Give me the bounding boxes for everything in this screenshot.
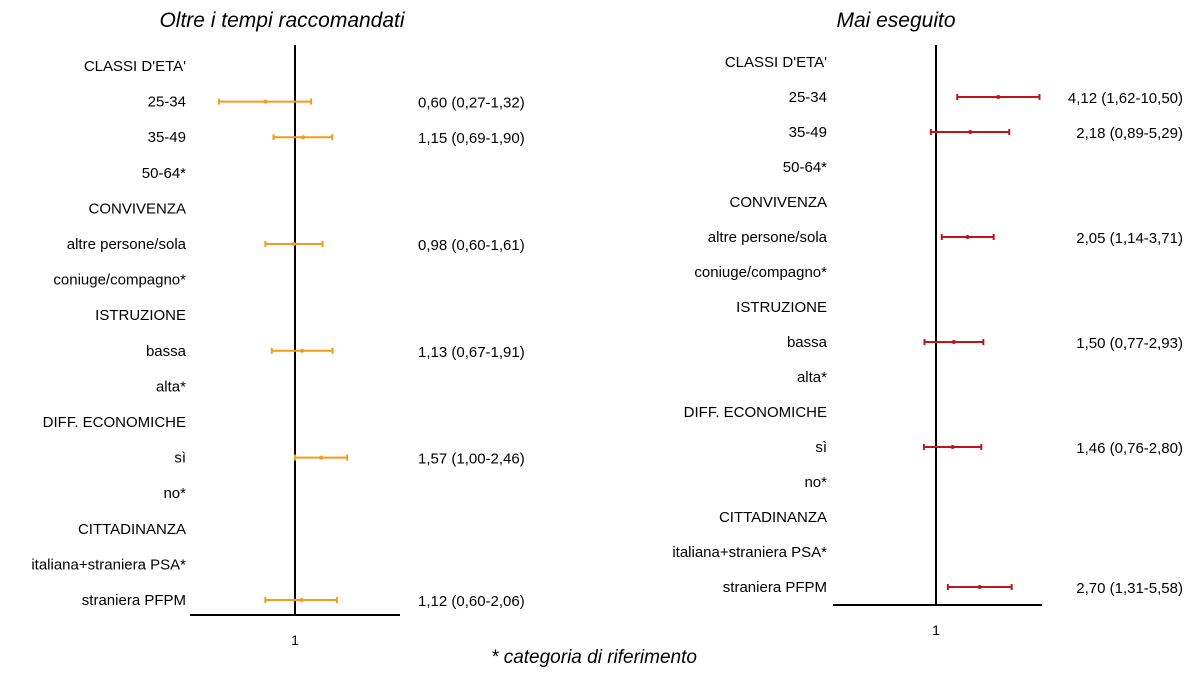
- point-estimate: [291, 242, 296, 246]
- panel-right: Mai eseguito 1 CLASSI D'ETA' 25-34 4,12 (1,6…: [672, 9, 1183, 638]
- point-estimate: [965, 235, 970, 239]
- group-header: ISTRUZIONE: [95, 307, 186, 324]
- group-header: CLASSI D'ETA': [725, 54, 827, 71]
- group-header: CITTADINANZA: [719, 509, 827, 526]
- point-estimate: [950, 445, 955, 449]
- group-header: CITTADINANZA: [78, 521, 186, 538]
- group-header: CONVIVENZA: [729, 194, 827, 211]
- row-label: 25-34: [789, 89, 827, 106]
- row-label: sì: [174, 450, 186, 467]
- row-label: 35-49: [148, 129, 186, 146]
- estimate-value: 1,12 (0,60-2,06): [418, 593, 525, 610]
- point-estimate: [301, 135, 306, 140]
- row-label: coniuge/compagno*: [53, 272, 186, 289]
- panel-title: Oltre i tempi raccomandati: [159, 9, 405, 32]
- row-label: no*: [804, 474, 827, 491]
- x-tick-label: 1: [932, 622, 940, 638]
- row-label: straniera PFPM: [82, 592, 186, 609]
- point-estimate: [319, 455, 324, 460]
- estimate-value: 1,46 (0,76-2,80): [1076, 440, 1183, 457]
- row-label: 50-64*: [142, 165, 186, 182]
- group-header: DIFF. ECONOMICHE: [684, 404, 827, 421]
- estimate-value: 1,50 (0,77-2,93): [1076, 335, 1183, 352]
- point-estimate: [968, 130, 973, 134]
- estimate-value: 4,12 (1,62-10,50): [1068, 90, 1183, 107]
- row-label: 50-64*: [783, 159, 827, 176]
- point-estimate: [996, 95, 1001, 99]
- estimate-value: 0,60 (0,27-1,32): [418, 95, 525, 112]
- row-label: sì: [815, 439, 827, 456]
- row-label: 35-49: [789, 124, 827, 141]
- group-header: CLASSI D'ETA': [84, 58, 186, 75]
- estimate-value: 1,13 (0,67-1,91): [418, 344, 525, 361]
- estimate-value: 2,18 (0,89-5,29): [1076, 125, 1183, 142]
- point-estimate: [951, 340, 956, 344]
- point-estimate: [300, 348, 305, 353]
- point-estimate: [299, 598, 304, 602]
- estimate-value: 0,98 (0,60-1,61): [418, 237, 525, 254]
- group-header: ISTRUZIONE: [736, 299, 827, 316]
- row-label: no*: [163, 485, 186, 502]
- row-label: italiana+straniera PSA*: [31, 556, 186, 573]
- row-label: italiana+straniera PSA*: [672, 544, 827, 561]
- estimate-value: 2,70 (1,31-5,58): [1076, 580, 1183, 597]
- panel-left: Oltre i tempi raccomandati 1 CLASSI D'ETA'…: [31, 9, 524, 648]
- group-header: DIFF. ECONOMICHE: [43, 414, 186, 431]
- row-label: altre persone/sola: [708, 229, 828, 246]
- row-label: 25-34: [148, 94, 186, 111]
- row-label: alta*: [797, 369, 827, 386]
- group-header: CONVIVENZA: [88, 200, 186, 217]
- row-label: alta*: [156, 378, 186, 395]
- estimate-value: 2,05 (1,14-3,71): [1076, 230, 1183, 247]
- point-estimate: [263, 99, 268, 104]
- row-label: straniera PFPM: [723, 579, 827, 596]
- row-label: bassa: [787, 334, 828, 351]
- footnote: * categoria di riferimento: [491, 647, 697, 668]
- row-label: altre persone/sola: [67, 236, 187, 253]
- row-label: coniuge/compagno*: [694, 264, 827, 281]
- estimate-value: 1,15 (0,69-1,90): [418, 130, 525, 147]
- x-tick-label: 1: [291, 632, 299, 648]
- panel-title: Mai eseguito: [836, 9, 955, 32]
- point-estimate: [977, 585, 982, 589]
- row-label: bassa: [146, 343, 187, 360]
- estimate-value: 1,57 (1,00-2,46): [418, 451, 525, 468]
